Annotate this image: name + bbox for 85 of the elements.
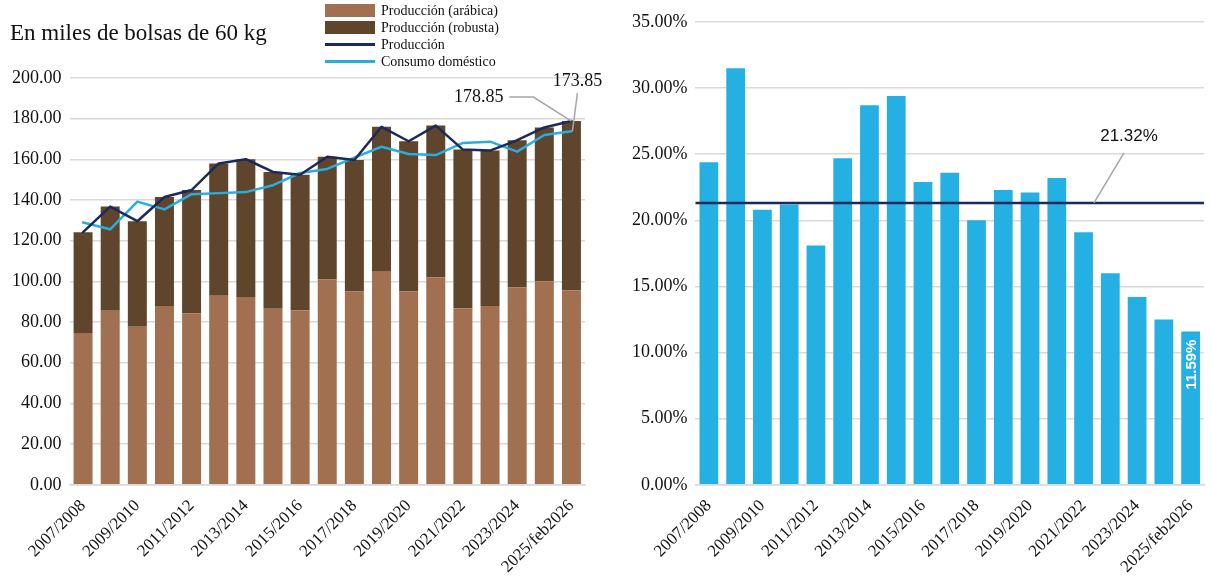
y-tick-label: 180.00 <box>12 107 62 128</box>
bar <box>263 308 283 485</box>
y-tick-label: 60.00 <box>21 351 62 372</box>
bar <box>779 204 799 485</box>
bar <box>426 277 446 485</box>
bar <box>453 149 473 309</box>
y-tick-label: 30.00% <box>631 76 688 97</box>
bar <box>127 221 147 327</box>
bar <box>317 279 337 485</box>
legend-label: Producción (robusta) <box>381 19 499 36</box>
legend-label: Producción (arábica) <box>381 2 498 19</box>
y-tick-label: 0.00% <box>640 473 688 494</box>
bar <box>507 140 527 288</box>
legend-label: Producción <box>381 36 445 53</box>
y-tick-label: 120.00 <box>12 229 62 250</box>
y-tick-label: 0.00 <box>30 473 62 494</box>
bar <box>561 290 581 485</box>
bar <box>1127 297 1147 485</box>
bar <box>833 158 853 485</box>
y-tick-label: 10.00% <box>631 341 688 362</box>
annotation: 178.85 <box>453 85 504 106</box>
y-tick-label: 40.00 <box>21 392 62 413</box>
bar <box>480 150 500 307</box>
y-tick-label: 15.00% <box>631 275 688 296</box>
bar <box>344 291 364 485</box>
bar <box>940 172 960 485</box>
bar <box>753 209 772 485</box>
bar <box>726 68 746 485</box>
chart-title: En miles de bolsas de 60 kg <box>10 20 267 46</box>
bar <box>399 291 419 485</box>
bar <box>236 159 256 298</box>
ref-line-label: 21.32% <box>1100 126 1158 146</box>
bar <box>534 281 554 485</box>
bar <box>806 245 826 485</box>
bar <box>1181 331 1200 485</box>
bar <box>993 189 1013 485</box>
bar <box>236 297 256 485</box>
y-tick-label: 35.00% <box>631 10 688 31</box>
bar <box>426 125 446 278</box>
bar <box>1047 178 1067 485</box>
bar <box>886 96 906 485</box>
bar <box>860 105 879 485</box>
y-tick-label: 25.00% <box>631 142 688 163</box>
bar <box>127 326 147 485</box>
bar <box>453 308 473 485</box>
bar <box>209 163 229 296</box>
bar <box>344 159 364 292</box>
data-label: 11.59% <box>1181 339 1199 390</box>
bar <box>699 162 719 485</box>
bar <box>1074 232 1093 485</box>
y-tick-label: 20.00 <box>21 432 62 453</box>
bar <box>182 190 202 314</box>
bar <box>1154 319 1174 485</box>
y-tick-label: 5.00% <box>640 407 688 428</box>
bar <box>182 313 202 485</box>
bar <box>290 310 310 485</box>
y-tick-label: 100.00 <box>12 270 62 291</box>
bar <box>507 287 527 485</box>
y-tick-label: 140.00 <box>12 188 62 209</box>
y-tick-label: 20.00% <box>631 209 688 230</box>
annotation: 173.85 <box>552 69 603 90</box>
bar <box>263 171 283 309</box>
bar <box>154 196 174 307</box>
y-tick-label: 80.00 <box>21 310 62 331</box>
bar <box>100 310 120 485</box>
y-tick-label: 200.00 <box>12 66 62 87</box>
bar <box>1100 273 1120 485</box>
bar <box>317 156 337 280</box>
bar <box>100 206 120 311</box>
bar <box>399 141 419 292</box>
bar <box>480 306 500 485</box>
bar <box>290 174 310 311</box>
y-tick-label: 160.00 <box>12 148 62 169</box>
bar <box>1020 192 1040 485</box>
bar <box>372 271 392 485</box>
bar <box>534 127 554 282</box>
bar <box>913 182 933 485</box>
legend-label: Consumo doméstico <box>381 53 496 70</box>
bar <box>73 232 93 334</box>
bar <box>209 295 229 485</box>
bar <box>154 306 174 485</box>
bar <box>372 126 392 272</box>
bar <box>73 333 93 485</box>
bar <box>967 220 986 485</box>
bar <box>561 120 581 291</box>
